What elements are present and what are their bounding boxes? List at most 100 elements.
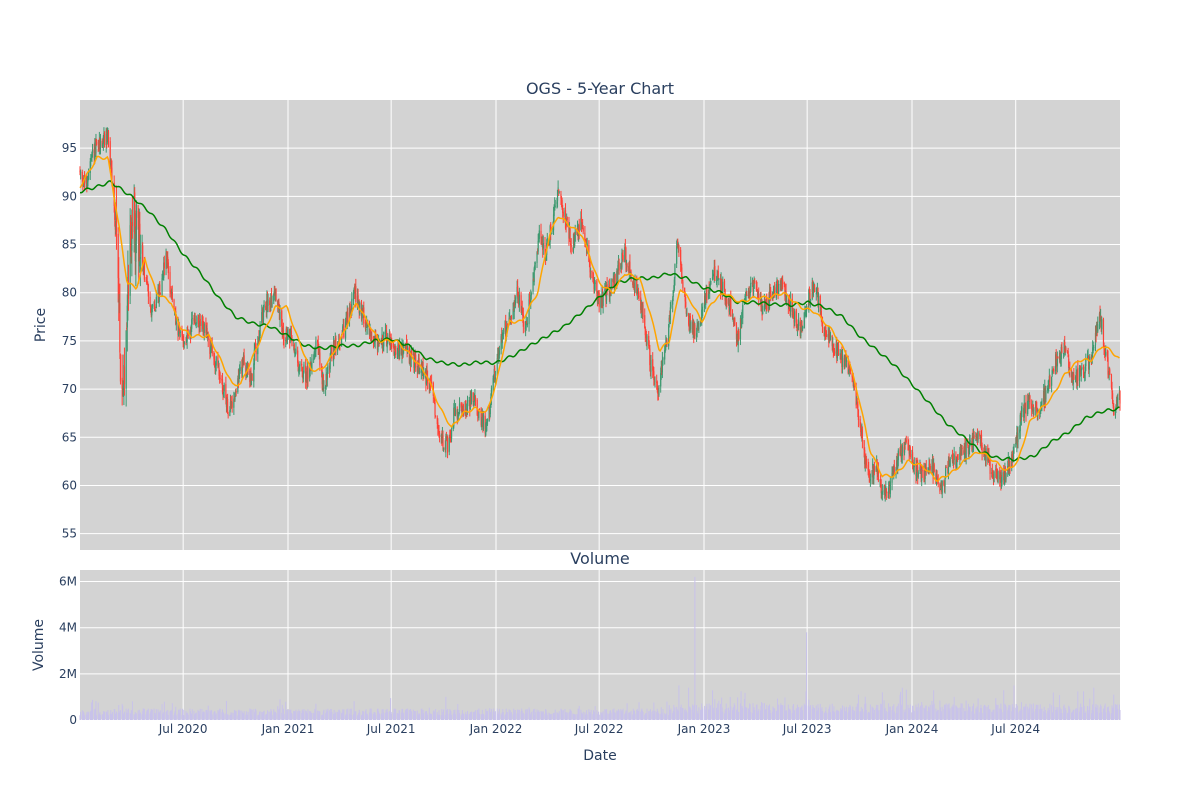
candle-body <box>1001 472 1003 483</box>
candle-body <box>1061 346 1063 353</box>
candle-body <box>109 141 111 164</box>
candle-body <box>139 223 141 259</box>
candle-body <box>845 359 848 363</box>
candle-body <box>1029 395 1031 405</box>
candle-body <box>931 465 933 472</box>
candle-body <box>598 292 600 307</box>
candle-body <box>698 323 700 330</box>
candle-body <box>873 465 875 473</box>
candle-body <box>783 282 785 284</box>
candle-body <box>608 284 611 297</box>
candle-body <box>522 314 524 327</box>
candle-body <box>119 354 122 382</box>
candle-body <box>453 407 455 409</box>
candle-body <box>995 469 997 471</box>
candle-body <box>881 491 883 495</box>
candle-body <box>534 265 536 268</box>
x-tick-label: Jul 2022 <box>574 722 624 736</box>
candle-body <box>251 373 253 381</box>
candle-body <box>1067 351 1069 358</box>
candle-body <box>117 233 119 279</box>
volume-chart-title: Volume <box>570 549 630 568</box>
candle-body <box>1031 403 1033 410</box>
candle-body <box>570 244 572 248</box>
candle-body <box>458 413 460 415</box>
candle-body <box>403 345 405 348</box>
candle-body <box>696 325 698 332</box>
candle-body <box>774 287 776 296</box>
candle-body <box>953 454 955 461</box>
candle-body <box>175 321 177 325</box>
candle-body <box>175 311 177 325</box>
candle-body <box>209 347 212 354</box>
candle-body <box>342 326 344 333</box>
candle-body <box>660 373 662 387</box>
candle-body <box>644 326 646 336</box>
candle-body <box>996 474 998 476</box>
candle-body <box>597 291 600 293</box>
candle-body <box>638 295 640 298</box>
candle-body <box>797 320 800 327</box>
candle-body <box>629 261 631 273</box>
candle-body <box>1078 368 1081 381</box>
candle-body <box>385 330 387 332</box>
candle-body <box>1033 409 1035 411</box>
candle-body <box>275 288 277 300</box>
candle-body <box>714 266 716 281</box>
candle-body <box>566 217 568 220</box>
candle-body <box>335 337 337 352</box>
candle-body <box>263 304 265 308</box>
candle-body <box>238 374 240 383</box>
candle-body <box>530 293 532 296</box>
x-tick-label: Jul 2021 <box>366 722 416 736</box>
candle-body <box>329 357 331 370</box>
candle-body <box>836 347 838 359</box>
candle-body <box>690 322 692 330</box>
candle-body <box>207 334 209 340</box>
candle-body <box>146 282 148 283</box>
candle-body <box>799 321 801 336</box>
candle-body <box>979 433 981 437</box>
candle-body <box>574 231 576 242</box>
volume-y-tick-label: 6M <box>59 575 77 589</box>
volume-x-ticks: Jul 2020 Jan 2021 Jul 2021 Jan 2022 Jul 2022… <box>158 722 1040 736</box>
candle-body <box>915 463 918 476</box>
candle-body <box>916 464 918 469</box>
candle-body <box>1023 402 1025 418</box>
candle-body <box>431 381 433 383</box>
candle-body <box>928 463 930 472</box>
candle-body <box>259 323 261 336</box>
candle-body <box>590 270 592 272</box>
candle-body <box>562 209 564 213</box>
candle-body <box>685 301 687 308</box>
candle-body <box>191 317 193 319</box>
candle-body <box>1039 411 1041 413</box>
candle-body <box>664 349 666 352</box>
candle-body <box>721 278 723 288</box>
candle-body <box>762 311 764 315</box>
candle-body <box>948 460 950 467</box>
candle-body <box>299 362 301 367</box>
candle-body <box>578 224 580 233</box>
candle-body <box>755 282 758 290</box>
candle-body <box>933 464 935 472</box>
candle-body <box>669 307 671 320</box>
candle-body <box>122 386 124 397</box>
candle-body <box>859 419 861 426</box>
candle-body <box>561 200 563 209</box>
candle-body <box>82 186 85 187</box>
candle-body <box>569 228 571 242</box>
candle-body <box>1093 347 1095 348</box>
candle-body <box>257 343 259 355</box>
candle-body <box>135 204 138 241</box>
candle-body <box>457 414 459 417</box>
candle-body <box>393 348 395 355</box>
candle-body <box>782 279 784 285</box>
candle-body <box>772 289 775 298</box>
candle-body <box>309 369 311 378</box>
candle-body <box>754 281 756 282</box>
candle-body <box>91 152 93 155</box>
candle-body <box>880 484 882 494</box>
candle-body <box>903 442 906 453</box>
candle-body <box>1097 324 1099 332</box>
